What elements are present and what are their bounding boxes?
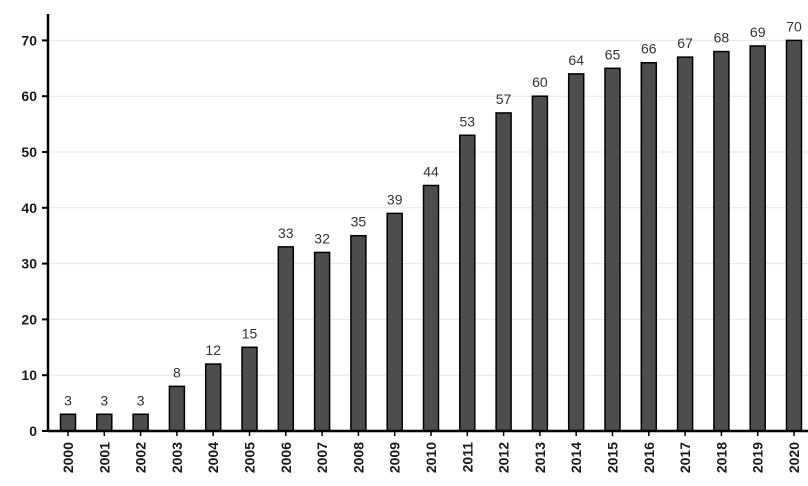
- bars: [59, 39, 803, 432]
- data-label-2008: 35: [351, 214, 367, 230]
- bar-2016: [640, 61, 658, 432]
- bar-2003: [168, 385, 186, 432]
- data-label-2010: 44: [423, 163, 439, 179]
- data-label-2002: 3: [137, 392, 145, 408]
- data-label-2005: 15: [242, 325, 258, 341]
- bar-2011: [459, 134, 476, 432]
- bar-2008: [350, 234, 367, 432]
- data-label-2014: 64: [568, 52, 584, 68]
- bar-2010: [422, 184, 440, 432]
- x-tick-label-2007: 2007: [314, 442, 330, 473]
- bar-2000: [59, 413, 77, 432]
- data-label-2013: 60: [532, 74, 548, 90]
- bar-2007: [313, 251, 331, 432]
- data-label-2003: 8: [173, 364, 181, 380]
- data-label-2016: 66: [641, 41, 657, 57]
- axes: [42, 14, 808, 436]
- bar-2002: [132, 413, 149, 432]
- bar-2013: [531, 95, 549, 432]
- data-label-2000: 3: [64, 392, 72, 408]
- data-label-2006: 33: [278, 225, 294, 241]
- bar-2005: [241, 346, 258, 432]
- data-label-2001: 3: [100, 392, 108, 408]
- bar-2012: [495, 112, 512, 432]
- y-tick-label: 50: [21, 144, 37, 160]
- x-tick-label-2008: 2008: [350, 442, 366, 473]
- x-tick-label-2001: 2001: [96, 442, 112, 473]
- y-tick-label: 30: [21, 256, 37, 272]
- x-tick-label-2011: 2011: [459, 442, 475, 473]
- x-tick-label-2014: 2014: [568, 442, 584, 473]
- y-tick-label: 70: [21, 32, 37, 48]
- x-tick-label-2017: 2017: [677, 442, 693, 473]
- data-label-2020: 70: [786, 18, 802, 34]
- y-tick-label: 10: [21, 367, 37, 383]
- x-tick-label-2016: 2016: [641, 442, 657, 473]
- bar-2020: [785, 39, 803, 432]
- x-tick-label-2009: 2009: [387, 442, 403, 473]
- bar-2006: [277, 246, 295, 432]
- data-label-2012: 57: [496, 91, 512, 107]
- data-label-2004: 12: [205, 342, 221, 358]
- x-tick-label-2012: 2012: [496, 442, 512, 473]
- x-tick-label-2003: 2003: [169, 442, 185, 473]
- bar-2018: [713, 50, 730, 432]
- y-tick-label: 0: [29, 423, 37, 439]
- bar-2014: [567, 73, 585, 432]
- bar-2009: [386, 212, 403, 432]
- bar-2004: [204, 363, 222, 432]
- data-label-2017: 67: [677, 35, 693, 51]
- bar-2019: [749, 45, 766, 432]
- bar-2017: [676, 56, 694, 432]
- data-label-2009: 39: [387, 191, 403, 207]
- labels: 0 10 20 30 40 50 60 70 3 2000 3 2001 3 2002 8 2003 12 200…: [21, 18, 802, 473]
- x-tick-label-2018: 2018: [713, 442, 729, 473]
- data-label-2019: 69: [750, 24, 766, 40]
- y-tick-label: 40: [21, 200, 37, 216]
- x-tick-label-2005: 2005: [242, 442, 258, 473]
- x-tick-label-2004: 2004: [205, 442, 221, 473]
- data-label-2015: 65: [605, 46, 621, 62]
- x-tick-label-2015: 2015: [605, 442, 621, 473]
- bar-2015: [604, 67, 621, 432]
- bar-2001: [96, 413, 113, 432]
- y-tick-label: 60: [21, 88, 37, 104]
- data-label-2007: 32: [314, 230, 330, 246]
- x-tick-label-2013: 2013: [532, 442, 548, 473]
- x-tick-label-2020: 2020: [786, 442, 802, 473]
- data-label-2011: 53: [460, 113, 476, 129]
- x-tick-label-2019: 2019: [750, 442, 766, 473]
- x-tick-label-2010: 2010: [423, 442, 439, 473]
- x-tick-label-2000: 2000: [60, 442, 76, 473]
- y-tick-label: 20: [21, 311, 37, 327]
- data-label-2018: 68: [714, 30, 730, 46]
- x-tick-label-2006: 2006: [278, 442, 294, 473]
- x-tick-label-2002: 2002: [133, 442, 149, 473]
